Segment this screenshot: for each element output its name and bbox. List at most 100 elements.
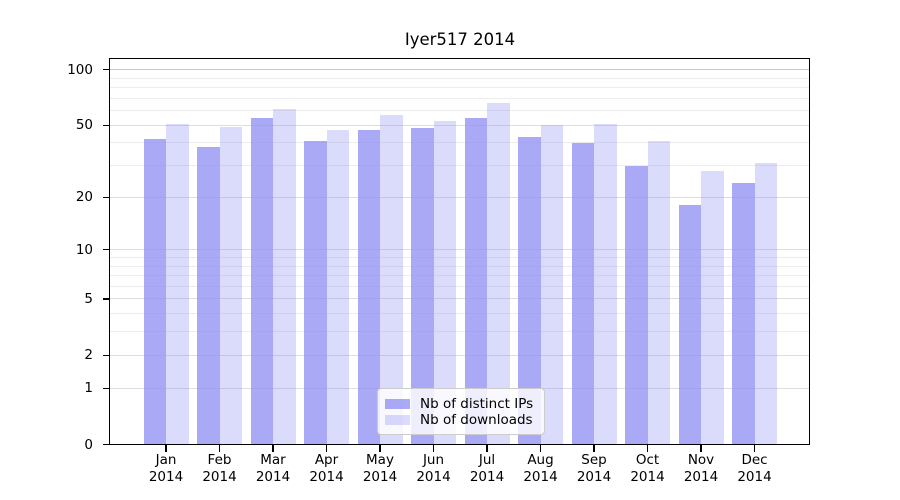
x-label-month: May [366,452,394,468]
x-axis-month-label: May 2014 [348,452,412,485]
y-axis-tick-label: 100 [67,61,93,78]
x-axis-tick [593,445,595,452]
y-axis-tick [103,354,110,356]
x-axis-month-label: Jan 2014 [134,452,198,485]
x-label-month: Sep [581,452,607,468]
gridline [110,354,809,356]
x-label-year: 2014 [683,468,719,485]
y-axis-tick-label: 1 [84,380,93,397]
x-axis-tick [486,445,488,452]
x-label-year: 2014 [362,468,398,485]
x-label-year: 2014 [255,468,291,485]
bar-distinct-ips [678,205,701,445]
bar-distinct-ips [250,117,273,445]
x-label-month: Jul [478,452,496,468]
bar-distinct-ips [625,165,648,445]
x-label-month: Jun [422,452,445,468]
y-axis-tick [103,387,110,389]
x-axis-tick [379,445,381,452]
x-label-month: Mar [260,452,286,468]
x-axis-month-label: Jun 2014 [402,452,466,485]
x-axis-tick [272,445,274,452]
x-axis-tick [218,445,221,452]
y-axis-tick [103,196,110,198]
x-axis-tick [700,445,702,452]
gridline [110,110,809,112]
x-axis-month-label: Nov 2014 [669,452,733,485]
bar-distinct-ips [197,146,220,445]
y-axis-tick [103,124,110,126]
gridline [110,69,809,71]
x-label-year: 2014 [309,468,344,485]
y-axis-tick-label: 2 [84,347,93,364]
y-axis-tick [103,298,110,300]
legend-label-downloads: Nb of downloads [420,412,533,428]
x-label-year: 2014 [523,468,558,485]
x-label-month: Feb [207,452,232,468]
bar-downloads [754,163,777,445]
gridline [110,97,809,99]
x-label-month: Apr [314,452,339,468]
bar-distinct-ips [143,139,166,445]
gridline [110,196,809,198]
y-axis-tick-label: 20 [75,189,93,206]
legend: Nb of distinct IPs Nb of downloads [377,388,545,435]
y-axis-tick-label: 5 [84,290,93,307]
x-axis-tick [539,445,542,452]
x-label-year: 2014 [630,468,665,485]
x-label-year: 2014 [202,468,237,485]
x-axis-tick [432,445,435,452]
bar-downloads [487,103,510,445]
x-axis-month-label: Jul 2014 [455,452,519,485]
x-label-month: Nov [687,452,715,468]
x-axis-month-label: Apr 2014 [295,452,359,485]
x-label-month: Aug [527,452,554,468]
x-axis-month-label: Mar 2014 [241,452,305,485]
x-axis-month-label: Aug 2014 [509,452,573,485]
x-label-month: Oct [635,452,660,468]
x-axis-tick [646,445,649,452]
x-label-year: 2014 [416,468,451,485]
x-axis-month-label: Dec 2014 [723,452,787,485]
x-axis-tick [325,445,328,452]
legend-item-downloads: Nb of downloads [385,412,544,428]
chart-title: Iyer517 2014 [404,30,516,49]
y-axis-tick-label: 0 [84,436,93,453]
x-axis-tick [165,445,167,452]
gridline [110,165,809,167]
bar-downloads [701,171,724,445]
bar-downloads [647,140,670,445]
gridline [110,313,809,315]
bar-distinct-ips [411,128,434,445]
gridline [110,331,809,333]
x-axis-tick [753,445,756,452]
x-label-year: 2014 [737,468,772,485]
bar-downloads [219,126,242,445]
legend-item-distinct-ips: Nb of distinct IPs [385,396,544,412]
bar-distinct-ips [464,117,487,445]
y-axis-tick [103,443,110,446]
bar-downloads [433,120,456,445]
legend-swatch-downloads-icon [385,415,410,425]
gridline [110,87,809,89]
bar-distinct-ips [518,137,541,445]
bar-distinct-ips [732,183,755,445]
x-label-year: 2014 [469,468,505,485]
bar-downloads [166,123,189,445]
legend-label-distinct-ips: Nb of distinct IPs [420,396,534,412]
x-label-year: 2014 [148,468,184,485]
x-label-month: Jan [155,452,177,468]
bar-distinct-ips [357,130,380,445]
gridline [110,142,809,144]
y-axis-tick-label: 10 [75,241,93,258]
gridline [110,77,809,79]
gridline [110,249,809,251]
bar-downloads [326,130,349,445]
bar-downloads [380,114,403,445]
x-axis-month-label: Sep 2014 [562,452,626,485]
legend-swatch-distinct-ips-icon [385,399,410,409]
gridline [110,298,809,300]
bar-distinct-ips [304,140,327,445]
gridline [110,285,809,287]
